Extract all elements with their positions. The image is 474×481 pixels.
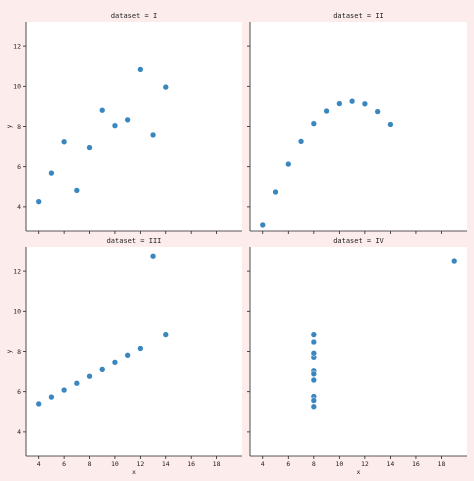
x-axis-title: x (357, 468, 361, 476)
facet-panel-1: 4 6 8 10 12 dataset = I y (5, 12, 242, 234)
data-point (451, 257, 458, 265)
x-tick-label: 10 (335, 460, 343, 468)
data-point (310, 331, 317, 338)
panel-title: dataset = I (111, 12, 157, 20)
x-tick-label: 16 (187, 460, 195, 468)
data-point (374, 108, 381, 115)
x-tick-label: 16 (412, 460, 420, 468)
x-tick-label: 14 (162, 460, 170, 468)
x-tick-label: 6 (62, 460, 66, 468)
facet-panel-2: dataset = II (247, 12, 467, 234)
axes-background (250, 22, 467, 231)
data-point (124, 116, 131, 124)
data-point (310, 397, 317, 404)
axes-background (26, 247, 242, 456)
data-point (73, 380, 80, 387)
panel-title: dataset = III (107, 237, 162, 245)
x-tick-label: 18 (438, 460, 446, 468)
data-point (86, 373, 93, 380)
data-point (310, 376, 317, 384)
data-point (48, 169, 55, 177)
data-point (297, 138, 305, 145)
data-point (285, 160, 292, 168)
data-point (60, 386, 68, 394)
data-point (272, 188, 279, 196)
data-point (361, 100, 369, 107)
data-point (149, 131, 157, 139)
data-point (387, 121, 394, 128)
data-point (310, 370, 317, 377)
data-point (310, 338, 317, 346)
data-point (73, 187, 80, 194)
x-tick-label: 18 (213, 460, 221, 468)
facet-panel-3: 4 6 8 10 12 4 6 8 10 12 14 16 18 dataset = III y x (5, 237, 242, 476)
y-tick-label: 8 (17, 123, 21, 131)
x-tick-label: 12 (136, 460, 144, 468)
y-tick-label: 4 (17, 203, 21, 211)
x-tick-label: 12 (361, 460, 369, 468)
y-tick-label: 12 (13, 42, 21, 50)
x-tick-label: 8 (312, 460, 316, 468)
y-tick-label: 12 (13, 267, 21, 275)
x-axis-title: x (132, 468, 136, 476)
y-tick-label: 8 (17, 348, 21, 356)
data-point (99, 366, 106, 373)
data-point (137, 66, 144, 73)
data-point (162, 331, 169, 338)
data-point (35, 198, 42, 205)
panel-title: dataset = IV (333, 237, 384, 245)
data-point (323, 107, 330, 115)
x-tick-label: 10 (111, 460, 119, 468)
data-point (336, 100, 343, 107)
data-point (86, 144, 93, 151)
data-point (310, 403, 317, 410)
y-tick-label: 6 (17, 163, 21, 171)
axes-background (250, 247, 467, 456)
x-tick-label: 4 (261, 460, 265, 468)
data-point (310, 350, 317, 357)
data-point (48, 393, 55, 401)
x-tick-label: 4 (37, 460, 41, 468)
y-tick-label: 4 (17, 428, 21, 436)
x-tick-label: 8 (88, 460, 92, 468)
y-tick-label: 10 (13, 308, 21, 316)
data-point (310, 120, 317, 127)
x-tick-label: 14 (386, 460, 394, 468)
data-point (99, 107, 106, 114)
data-point (137, 345, 144, 352)
data-point (35, 400, 42, 408)
y-axis-title: y (5, 124, 13, 128)
y-tick-label: 10 (13, 83, 21, 91)
panel-title: dataset = II (333, 12, 384, 20)
data-point (149, 253, 157, 260)
y-tick-label: 6 (17, 388, 21, 396)
axes-background (26, 22, 242, 231)
data-point (162, 83, 169, 91)
data-point (111, 122, 119, 129)
data-point (60, 138, 68, 145)
y-axis-title: y (5, 349, 13, 353)
data-point (348, 98, 356, 105)
data-point (259, 221, 266, 229)
facet-panel-4: 4 6 8 10 12 14 16 18 dataset = IV x (247, 237, 467, 476)
data-point (124, 352, 131, 359)
data-point (111, 359, 119, 366)
x-tick-label: 6 (286, 460, 290, 468)
